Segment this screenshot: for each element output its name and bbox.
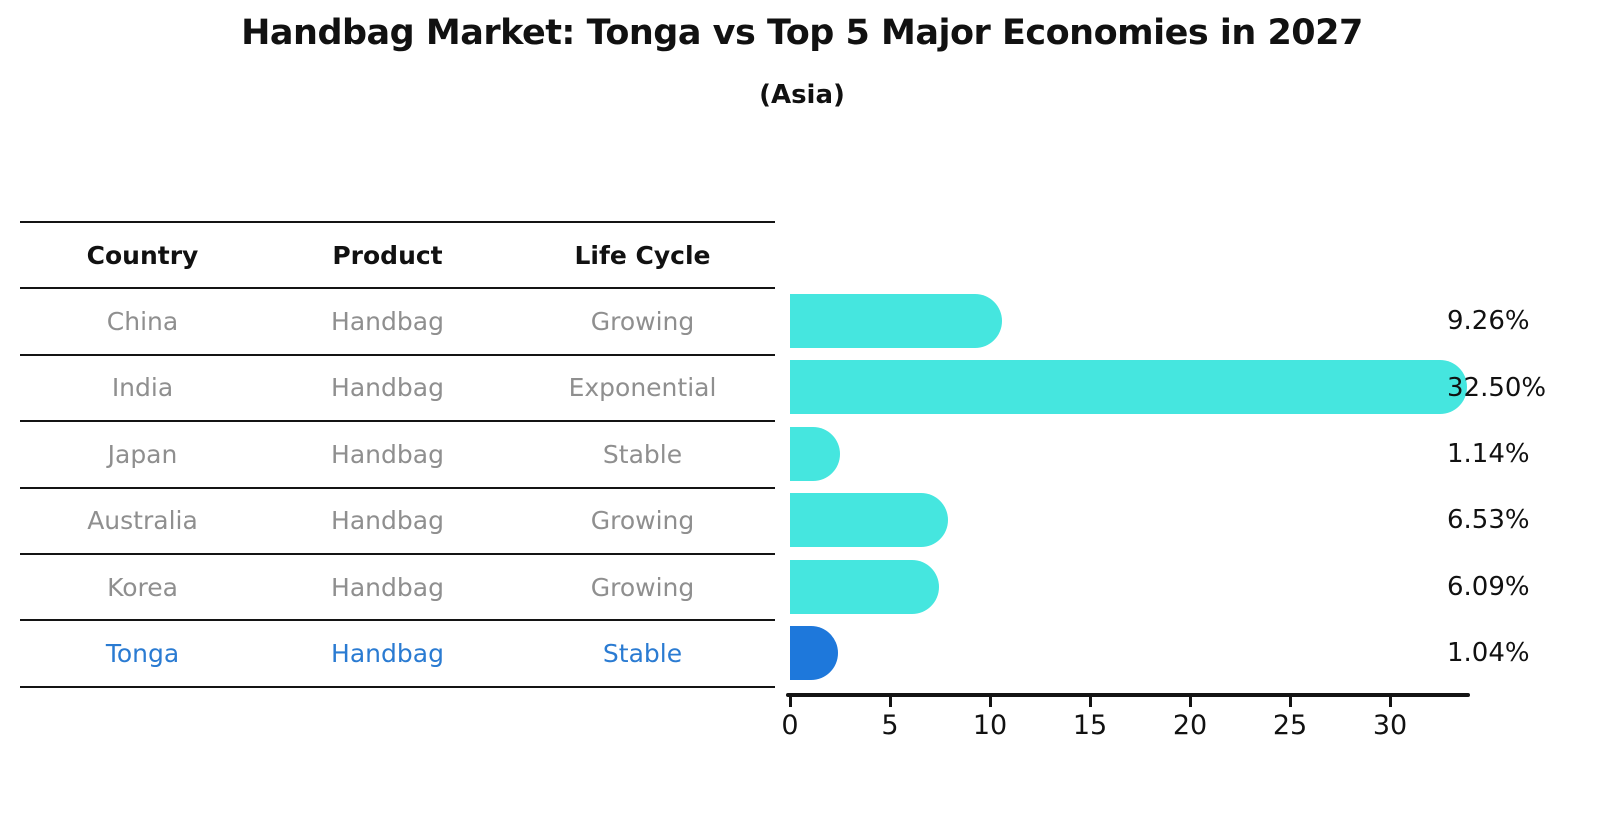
bar-japan — [790, 426, 840, 481]
x-axis-tick-label: 15 — [1072, 710, 1108, 741]
value-label: 6.53% — [1447, 505, 1530, 536]
x-axis-tick — [1088, 696, 1092, 707]
table-cell-country: China — [106, 307, 179, 337]
table-row: China Handbag Growing — [20, 289, 775, 356]
bar-plot-area — [788, 288, 1488, 686]
x-axis-line — [786, 693, 1470, 697]
x-axis-tick — [788, 696, 792, 707]
x-axis-tick — [888, 696, 892, 707]
table-cell-life-cycle: Exponential — [568, 373, 717, 403]
bar-korea — [790, 559, 939, 614]
value-label: 9.26% — [1447, 306, 1530, 337]
table-row: Tonga Handbag Stable — [20, 621, 775, 688]
bar-row — [788, 554, 1488, 620]
table-cell-life-cycle: Stable — [602, 639, 683, 669]
bar-row — [788, 620, 1488, 686]
table-cell-life-cycle: Growing — [590, 506, 695, 536]
value-label: 1.14% — [1447, 438, 1530, 469]
table-cell-product: Handbag — [331, 506, 444, 536]
value-label: 6.09% — [1447, 571, 1530, 602]
table-cell-product: Handbag — [331, 439, 444, 469]
table-cell-country: India — [111, 373, 174, 403]
table-cell-product: Handbag — [331, 307, 444, 337]
bar-india — [790, 360, 1467, 415]
table-cell-product: Handbag — [331, 639, 444, 669]
value-label: 32.50% — [1447, 372, 1547, 403]
x-axis-tick — [1188, 696, 1192, 707]
table-cell-product: Handbag — [331, 373, 444, 403]
column-header-country: Country — [86, 240, 199, 270]
table-cell-country: Korea — [107, 572, 178, 602]
x-axis: 0 5 10 15 20 25 30 — [781, 693, 1486, 753]
bar-row — [788, 487, 1488, 553]
table-cell-country: Japan — [107, 439, 178, 469]
table-cell-life-cycle: Growing — [590, 307, 695, 337]
table-row: India Handbag Exponential — [20, 356, 775, 423]
table-cell-life-cycle: Growing — [590, 572, 695, 602]
bar-tonga — [790, 625, 838, 680]
x-axis-tick — [988, 696, 992, 707]
x-axis-tick-label: 0 — [781, 710, 799, 741]
chart-title: Handbag Market: Tonga vs Top 5 Major Eco… — [241, 13, 1363, 53]
x-axis-tick-label: 10 — [972, 710, 1008, 741]
value-label: 1.04% — [1447, 638, 1530, 669]
column-header-life-cycle: Life Cycle — [574, 240, 711, 270]
table-body: China Handbag Growing India Handbag Exponenti… — [20, 289, 775, 688]
value-labels-column: 9.26% 32.50% 1.14% 6.53% 6.09% 1.04% — [1447, 288, 1597, 686]
x-axis-tick — [1388, 696, 1392, 707]
bar-australia — [790, 493, 948, 548]
table-cell-life-cycle: Stable — [602, 439, 683, 469]
bar-row — [788, 354, 1488, 420]
x-axis-tick-label: 20 — [1172, 710, 1208, 741]
chart-subtitle: (Asia) — [759, 80, 845, 110]
x-axis-tick-label: 30 — [1372, 710, 1408, 741]
bar-row — [788, 288, 1488, 354]
bar-row — [788, 421, 1488, 487]
country-table: Country Product Life Cycle China Handbag G… — [20, 221, 775, 688]
table-row: Korea Handbag Growing — [20, 555, 775, 622]
bar-china — [790, 294, 1003, 348]
table-cell-country: Tonga — [105, 639, 180, 669]
table-header-row: Country Product Life Cycle — [20, 223, 775, 290]
x-axis-tick-label: 5 — [881, 710, 899, 741]
table-row: Japan Handbag Stable — [20, 422, 775, 489]
table-cell-product: Handbag — [331, 572, 444, 602]
column-header-product: Product — [332, 240, 443, 270]
table-cell-country: Australia — [87, 506, 198, 536]
x-axis-tick — [1288, 696, 1292, 707]
table-row: Australia Handbag Growing — [20, 489, 775, 555]
x-axis-tick-label: 25 — [1272, 710, 1308, 741]
